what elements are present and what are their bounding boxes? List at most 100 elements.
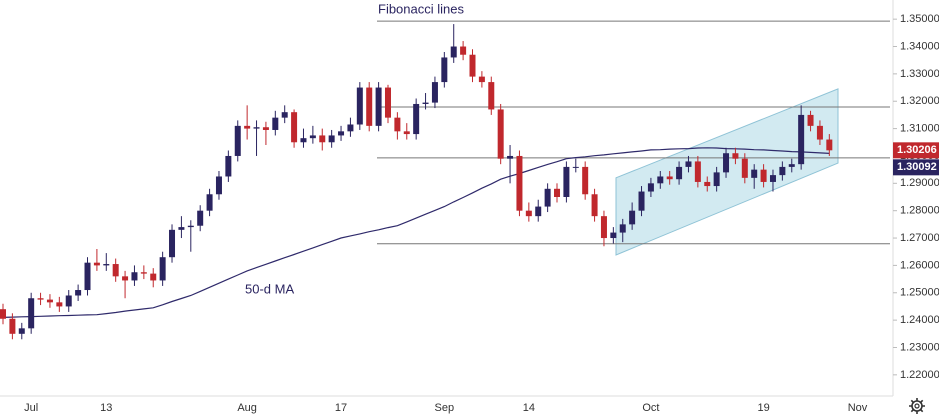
y-tick-label: 1.29000 [900, 177, 939, 189]
y-tick-label: 1.24000 [900, 314, 939, 326]
y-tick-label: 1.22000 [900, 369, 939, 381]
candle-body [413, 103, 420, 135]
candle-body [347, 124, 354, 132]
fib-annotation: Fibonacci lines [378, 1, 464, 16]
candle-body [441, 57, 448, 83]
y-tick-label: 1.35000 [900, 13, 939, 25]
candle-body [122, 276, 129, 281]
ma-annotation: 50-d MA [245, 281, 294, 296]
candle-body [431, 82, 438, 103]
candle-body [535, 206, 542, 217]
candle-body [619, 224, 626, 233]
candle-body [769, 175, 776, 182]
candle-body [319, 135, 326, 143]
y-tick-label: 1.25000 [900, 287, 939, 299]
candle-body [554, 188, 561, 197]
candle-body [262, 127, 269, 130]
x-tick-label: 17 [335, 402, 347, 414]
candle-body [647, 183, 654, 192]
y-tick-label: 1.27000 [900, 232, 939, 244]
candle-body [366, 87, 373, 126]
candle-body [28, 298, 35, 329]
candle-body [178, 227, 185, 230]
candle-body [760, 169, 767, 182]
candle-body [300, 138, 307, 143]
candle-body [788, 164, 795, 167]
candle-body [272, 117, 279, 130]
candle-body [516, 155, 523, 211]
candle-body [384, 87, 391, 118]
candle-body [638, 191, 645, 211]
candle-body [497, 109, 504, 159]
candle-body [18, 328, 25, 334]
candle-body [544, 188, 551, 207]
candle-body [281, 112, 288, 118]
candle-body [93, 262, 100, 266]
candle-body [478, 76, 485, 83]
candle-body [732, 153, 739, 159]
candle-body [56, 302, 63, 307]
candle-body [150, 273, 157, 281]
candle-body [666, 176, 673, 180]
y-tick-label: 1.23000 [900, 341, 939, 353]
x-tick-label: 14 [523, 402, 535, 414]
price-tag-box [893, 159, 939, 176]
candle-body [103, 264, 110, 266]
candle-body [215, 176, 222, 195]
settings-icon[interactable] [909, 398, 925, 414]
candle-body [112, 264, 119, 277]
candle-body [309, 135, 316, 139]
candle-body [507, 155, 514, 159]
axis-layer: 1.35000 1.34000 1.33000 1.32000 1.31000 1.300… [24, 13, 939, 414]
x-tick-label: Jul [24, 402, 38, 414]
candle-body [169, 229, 176, 258]
candle-body [328, 135, 335, 143]
candle-body [723, 153, 730, 173]
candle-body [46, 299, 53, 303]
x-tick-label: Nov [848, 402, 868, 414]
candle-body [131, 272, 138, 281]
candle-body [206, 194, 213, 211]
candle-body [0, 309, 6, 319]
candle-body [159, 257, 166, 281]
price-tag-box [893, 142, 939, 159]
price-tag: 1.30206 [897, 144, 937, 156]
candle-body [525, 210, 532, 217]
candle-body [338, 131, 345, 136]
candle-body [610, 232, 617, 239]
x-tick-label: Oct [642, 402, 659, 414]
candle-body [450, 46, 457, 58]
y-tick-label: 1.28000 [900, 205, 939, 217]
candle-body [563, 166, 570, 197]
candle-body [187, 225, 194, 228]
y-tick-label: 1.34000 [900, 40, 939, 52]
candle-body [253, 127, 260, 129]
candle-body [657, 176, 664, 184]
y-tick-label: 1.33000 [900, 68, 939, 80]
candle-body [826, 139, 833, 151]
candle-body [685, 161, 692, 167]
candle-body [422, 102, 429, 104]
candle-body [469, 54, 476, 77]
y-tick-label: 1.32000 [900, 95, 939, 107]
x-tick-label: Aug [237, 402, 257, 414]
fib-layer [377, 20, 890, 245]
y-tick-label: 1.31000 [900, 123, 939, 135]
candle-body [234, 125, 241, 156]
price-tag: 1.30092 [897, 161, 937, 173]
candle-body [694, 161, 701, 182]
candle-body [600, 216, 607, 239]
candle-body [582, 166, 589, 195]
candle-body [403, 131, 410, 135]
candle-body [37, 298, 44, 300]
candle-body [375, 87, 382, 126]
candle-body [741, 158, 748, 178]
candle-body [704, 181, 711, 187]
candle-body [291, 112, 298, 143]
candle-layer [0, 24, 833, 340]
candle-body [629, 210, 636, 225]
x-tick-label: 19 [757, 402, 769, 414]
candle-body [798, 114, 805, 165]
candle-body [591, 194, 598, 217]
